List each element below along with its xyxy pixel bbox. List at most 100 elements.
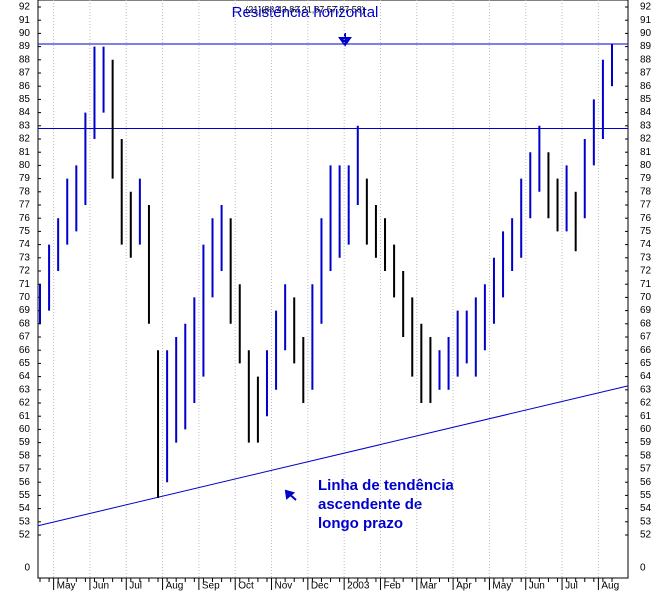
- y-tick-label: 91: [19, 15, 31, 26]
- y-tick-label: 53: [19, 516, 31, 527]
- y-tick-label: 53: [640, 516, 652, 527]
- y-tick-label: 89: [19, 41, 31, 52]
- y-tick-label: 59: [640, 437, 652, 448]
- y-tick-label: 54: [19, 503, 31, 514]
- y-tick-label: 76: [640, 213, 652, 224]
- y-tick-label: 70: [19, 292, 31, 303]
- y-tick-label: 54: [640, 503, 652, 514]
- y-tick-label: 86: [19, 81, 31, 92]
- y-tick-label: 73: [19, 252, 31, 263]
- y-tick-label: 75: [640, 226, 652, 237]
- plot-frame: [37, 0, 629, 579]
- annotation: Resistência horizontal: [232, 4, 379, 21]
- annotation: longo prazo: [318, 515, 403, 532]
- y-tick-label: 84: [19, 107, 31, 118]
- x-tick-label: Jun: [93, 581, 109, 592]
- y-tick-label: 65: [640, 358, 652, 369]
- y-tick-label: 76: [19, 213, 31, 224]
- x-tick-label: Mar: [420, 581, 438, 592]
- y-tick-label: 87: [640, 68, 652, 79]
- y-tick-label: 0: [24, 563, 30, 574]
- y-tick-label: 56: [19, 477, 31, 488]
- x-tick-label: Aug: [166, 581, 184, 592]
- x-tick-label: Oct: [238, 581, 254, 592]
- y-tick-label: 66: [640, 345, 652, 356]
- y-tick-label: 92: [19, 2, 31, 13]
- y-tick-label: 58: [640, 450, 652, 461]
- y-tick-label: 82: [640, 134, 652, 145]
- y-tick-label: 55: [640, 490, 652, 501]
- y-tick-label: 56: [640, 477, 652, 488]
- y-tick-label: 71: [19, 279, 31, 290]
- y-tick-label: 78: [19, 186, 31, 197]
- y-tick-label: 79: [640, 173, 652, 184]
- y-tick-label: 72: [640, 266, 652, 277]
- y-tick-label: 81: [640, 147, 652, 158]
- y-tick-label: 77: [640, 200, 652, 211]
- y-tick-label: 55: [19, 490, 31, 501]
- y-tick-label: 73: [640, 252, 652, 263]
- y-tick-label: 61: [640, 411, 652, 422]
- y-tick-label: 66: [19, 345, 31, 356]
- y-tick-label: 72: [19, 266, 31, 277]
- y-tick-label: 92: [640, 2, 652, 13]
- y-tick-label: 63: [640, 384, 652, 395]
- chart-header: (21)(83.43,83.21,87.57,87.58): [245, 4, 365, 14]
- y-tick-label: 60: [19, 424, 31, 435]
- y-tick-label: 64: [640, 371, 652, 382]
- y-tick-label: 79: [19, 173, 31, 184]
- x-tick-label: Apr: [456, 581, 472, 592]
- y-tick-label: 67: [19, 332, 31, 343]
- y-tick-label: 65: [19, 358, 31, 369]
- y-tick-label: 86: [640, 81, 652, 92]
- x-tick-label: Sep: [202, 581, 220, 592]
- y-tick-label: 52: [19, 530, 31, 541]
- y-tick-label: 71: [640, 279, 652, 290]
- y-tick-label: 85: [19, 94, 31, 105]
- y-tick-label: 52: [640, 530, 652, 541]
- y-tick-label: 88: [19, 54, 31, 65]
- y-tick-label: 74: [19, 239, 31, 250]
- y-tick-label: 88: [640, 54, 652, 65]
- y-tick-label: 62: [640, 398, 652, 409]
- y-tick-label: 80: [640, 160, 652, 171]
- y-tick-label: 80: [19, 160, 31, 171]
- x-tick-label: May: [57, 581, 76, 592]
- x-tick-label: Nov: [275, 581, 293, 592]
- annotation: Linha de tendência: [318, 477, 455, 494]
- y-tick-label: 60: [640, 424, 652, 435]
- y-tick-label: 90: [640, 28, 652, 39]
- trendline: [37, 385, 629, 527]
- arrow: [338, 33, 352, 47]
- x-tick-label: Feb: [383, 581, 401, 592]
- arrow: [284, 489, 297, 501]
- y-tick-label: 89: [640, 41, 652, 52]
- x-tick-label: Dec: [311, 581, 329, 592]
- y-tick-label: 90: [19, 28, 31, 39]
- x-tick-label: Jun: [529, 581, 545, 592]
- y-tick-label: 81: [19, 147, 31, 158]
- y-tick-label: 63: [19, 384, 31, 395]
- y-tick-label: 69: [640, 305, 652, 316]
- y-tick-label: 61: [19, 411, 31, 422]
- y-tick-label: 59: [19, 437, 31, 448]
- y-tick-label: 83: [640, 120, 652, 131]
- x-tick-label: Jul: [565, 581, 578, 592]
- y-tick-label: 91: [640, 15, 652, 26]
- y-tick-label: 87: [19, 68, 31, 79]
- y-tick-label: 70: [640, 292, 652, 303]
- annotation: ascendente de: [318, 496, 422, 513]
- y-tick-label: 69: [19, 305, 31, 316]
- y-tick-label: 78: [640, 186, 652, 197]
- y-tick-label: 82: [19, 134, 31, 145]
- y-tick-label: 67: [640, 332, 652, 343]
- y-tick-label: 77: [19, 200, 31, 211]
- y-tick-label: 83: [19, 120, 31, 131]
- y-tick-label: 74: [640, 239, 652, 250]
- y-tick-label: 68: [19, 318, 31, 329]
- x-tick-label: May: [492, 581, 511, 592]
- x-tick-label: Jul: [129, 581, 142, 592]
- y-tick-label: 85: [640, 94, 652, 105]
- y-tick-label: 62: [19, 398, 31, 409]
